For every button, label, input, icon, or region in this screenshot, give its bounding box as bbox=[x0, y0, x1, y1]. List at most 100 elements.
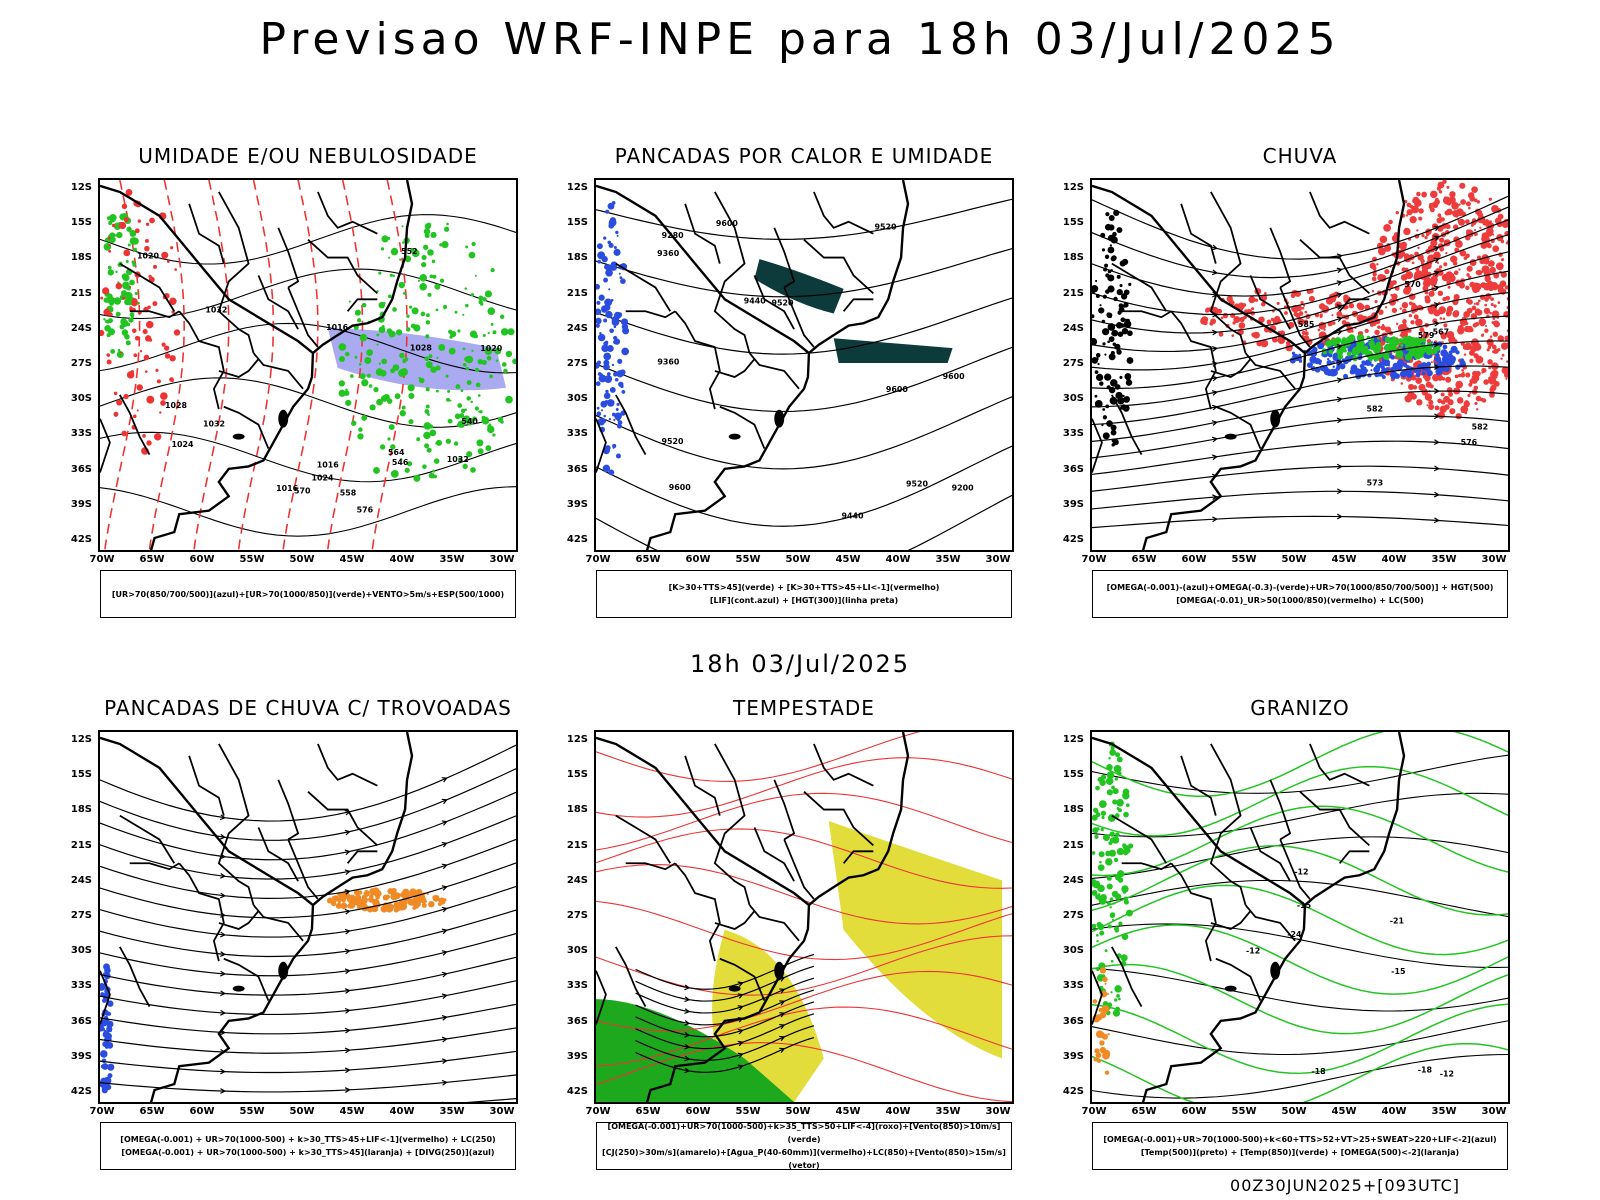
contour-label: 1032 bbox=[447, 455, 469, 464]
lon-tick: 65W bbox=[139, 1106, 165, 1117]
lat-tick: 42S bbox=[566, 1086, 588, 1097]
lat-tick: 18S bbox=[1062, 804, 1084, 816]
latitude-labels: 12S 15S 18S 21S 24S 27S 30S 33S 36S 39S 42S bbox=[1054, 730, 1084, 1104]
legend-line: [Temp(500)](preto) + [Temp(850)](verde) … bbox=[1140, 1148, 1460, 1157]
lon-tick: 35W bbox=[1431, 1106, 1457, 1117]
lat-tick: 36S bbox=[566, 1015, 588, 1027]
contour-label: 1024 bbox=[311, 473, 334, 482]
lon-tick: 70W bbox=[1081, 554, 1107, 565]
lon-tick: 30W bbox=[489, 554, 515, 565]
lat-tick: 33S bbox=[70, 980, 92, 992]
contour-label: 582 bbox=[1472, 423, 1489, 432]
contour-label: -12 bbox=[1246, 947, 1260, 956]
lat-tick: 21S bbox=[566, 287, 588, 299]
lon-tick: 65W bbox=[635, 554, 661, 565]
contour-label: 570 bbox=[1404, 280, 1421, 289]
contour-label: 9520 bbox=[874, 222, 897, 231]
contour-label: -12 bbox=[1294, 867, 1308, 876]
contour-label: 9440 bbox=[842, 511, 865, 520]
lat-tick: 12S bbox=[70, 734, 92, 745]
lat-tick: 30S bbox=[1062, 393, 1084, 405]
lon-tick: 50W bbox=[1281, 554, 1307, 565]
panel-title-pancadas-trovoadas: PANCADAS DE CHUVA C/ TROVOADAS bbox=[104, 696, 512, 720]
lon-tick: 65W bbox=[1131, 1106, 1157, 1117]
contour-label: -15 bbox=[1391, 967, 1405, 976]
lat-tick: 27S bbox=[566, 358, 588, 369]
lat-tick: 36S bbox=[1062, 1015, 1084, 1027]
lat-tick: 27S bbox=[1062, 358, 1084, 369]
lon-tick: 30W bbox=[1481, 554, 1507, 565]
lat-tick: 21S bbox=[1062, 287, 1084, 299]
lat-tick: 39S bbox=[1062, 498, 1084, 510]
lat-tick: 30S bbox=[70, 393, 92, 405]
latitude-labels: 12S 15S 18S 21S 24S 27S 30S 33S 36S 39S 42S bbox=[62, 730, 92, 1104]
legend-tempestade: [OMEGA(-0.001)+UR>70(1000-500)+k>35_TTS>… bbox=[596, 1122, 1012, 1170]
contour-label: 558 bbox=[340, 488, 357, 497]
contour-label: 1016 bbox=[276, 484, 299, 493]
lat-tick: 42S bbox=[70, 534, 92, 545]
lat-tick: 39S bbox=[70, 498, 92, 510]
contour-label: 9440 bbox=[744, 297, 767, 306]
lat-tick: 18S bbox=[1062, 252, 1084, 264]
contour-label: 9600 bbox=[716, 219, 739, 228]
panel-title-chuva: CHUVA bbox=[1262, 144, 1338, 168]
lat-tick: 33S bbox=[566, 980, 588, 992]
lat-tick: 15S bbox=[70, 217, 92, 229]
lat-tick: 39S bbox=[70, 1050, 92, 1062]
map-tempestade bbox=[594, 730, 1014, 1104]
lat-tick: 15S bbox=[566, 769, 588, 781]
main-title: Previsao WRF-INPE para 18h 03/Jul/2025 bbox=[259, 14, 1341, 65]
legend-line: [OMEGA(-0.001)-(azul)+OMEGA(-0.3)-(verde… bbox=[1106, 583, 1494, 592]
longitude-labels: 70W 65W 60W 55W 50W 45W 40W 35W 30W bbox=[90, 554, 518, 568]
lon-tick: 55W bbox=[239, 1106, 265, 1117]
contour-label: 576 bbox=[357, 506, 374, 515]
lon-tick: 60W bbox=[1181, 554, 1207, 565]
legend-granizo: [OMEGA(-0.001)+UR>70(1000-500)+k<60+TTS>… bbox=[1092, 1122, 1508, 1170]
lat-tick: 24S bbox=[1062, 322, 1084, 334]
lon-tick: 65W bbox=[139, 554, 165, 565]
contour-label: 1020 bbox=[137, 252, 160, 261]
footer-stamp: 00Z30JUN2025+[093UTC] bbox=[1230, 1176, 1460, 1195]
longitude-labels: 70W 65W 60W 55W 50W 45W 40W 35W 30W bbox=[1082, 1106, 1510, 1120]
panel-title-granizo: GRANIZO bbox=[1250, 696, 1350, 720]
contour-label: 1024 bbox=[172, 440, 195, 449]
contour-label: 552 bbox=[401, 247, 418, 256]
lon-tick: 60W bbox=[189, 1106, 215, 1117]
lat-tick: 36S bbox=[70, 1015, 92, 1027]
legend-pancadas-trovoadas: [OMEGA(-0.001) + UR>70(1000-500) + k>30_… bbox=[100, 1122, 516, 1170]
map-pancadas-calor: 9600 9600 9600 9600 9520 9520 9520 9520 9440 9440… bbox=[594, 178, 1014, 552]
lat-tick: 21S bbox=[70, 287, 92, 299]
lon-tick: 40W bbox=[1381, 1106, 1407, 1117]
contour-label: 585 bbox=[1298, 320, 1315, 329]
lat-tick: 27S bbox=[566, 910, 588, 921]
lat-tick: 18S bbox=[70, 804, 92, 816]
lon-tick: 45W bbox=[1331, 554, 1357, 565]
contour-label: 1028 bbox=[410, 344, 433, 353]
lat-tick: 18S bbox=[566, 804, 588, 816]
lat-tick: 24S bbox=[70, 322, 92, 334]
contour-label: 9520 bbox=[906, 479, 929, 488]
contour-label: 9520 bbox=[662, 437, 685, 446]
lon-tick: 65W bbox=[635, 1106, 661, 1117]
latitude-labels: 12S 15S 18S 21S 24S 27S 30S 33S 36S 39S 42S bbox=[1054, 178, 1084, 552]
lat-tick: 33S bbox=[1062, 980, 1084, 992]
lon-tick: 45W bbox=[339, 554, 365, 565]
contour-label: 1020 bbox=[480, 344, 503, 353]
panel-title-umidade: UMIDADE E/OU NEBULOSIDADE bbox=[138, 144, 478, 168]
lon-tick: 55W bbox=[239, 554, 265, 565]
longitude-labels: 70W 65W 60W 55W 50W 45W 40W 35W 30W bbox=[90, 1106, 518, 1120]
lat-tick: 33S bbox=[70, 428, 92, 440]
lon-tick: 30W bbox=[985, 554, 1011, 565]
lat-tick: 27S bbox=[70, 910, 92, 921]
lat-tick: 12S bbox=[70, 182, 92, 193]
legend-line: [K>30+TTS>45](verde) + [K>30+TTS>45+LI<-… bbox=[668, 583, 940, 592]
legend-line: [OMEGA(-0.001) + UR>70(1000-500) + k>30_… bbox=[120, 1135, 496, 1144]
lat-tick: 12S bbox=[566, 734, 588, 745]
contour-label: 1016 bbox=[326, 323, 349, 332]
lon-tick: 70W bbox=[89, 1106, 115, 1117]
lat-tick: 21S bbox=[1062, 839, 1084, 851]
contour-label: 9600 bbox=[669, 483, 692, 492]
lon-tick: 35W bbox=[1431, 554, 1457, 565]
lat-tick: 42S bbox=[1062, 534, 1084, 545]
lat-tick: 30S bbox=[566, 393, 588, 405]
